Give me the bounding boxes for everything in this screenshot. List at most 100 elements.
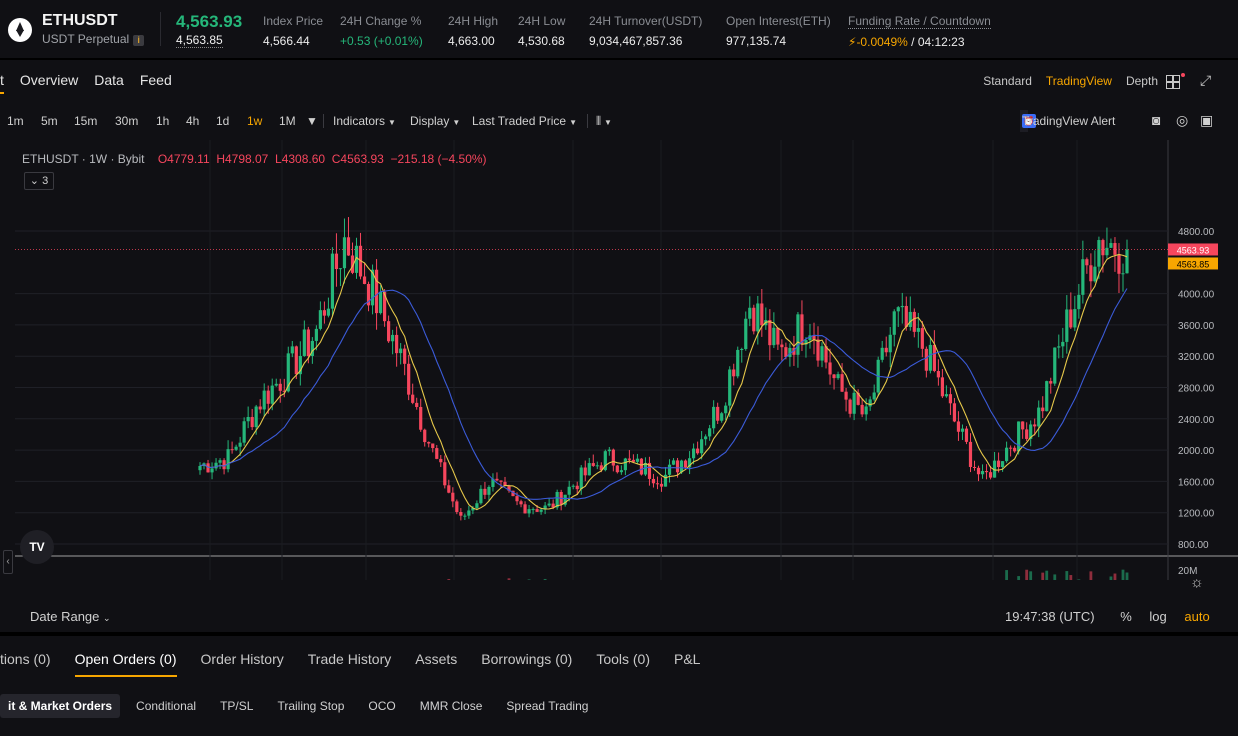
price-chart[interactable]: 4800.00 4000.00 3600.00 3200.00 2800.00 2400.…	[0, 140, 1238, 580]
subtab-tpsl[interactable]: TP/SL	[220, 699, 254, 713]
tab-chart[interactable]: t	[0, 72, 4, 94]
tab-overview[interactable]: Overview	[19, 72, 79, 88]
price-tick-label: 1200.00	[1178, 509, 1215, 520]
subtab-trailing-stop[interactable]: Trailing Stop	[277, 699, 345, 713]
interval-4h[interactable]: 4h	[186, 114, 200, 128]
caret-down-icon: ▼	[388, 118, 396, 127]
interval-1M[interactable]: 1M	[279, 114, 296, 128]
candle-body	[992, 460, 997, 478]
tab-trade-history[interactable]: Trade History	[307, 651, 392, 667]
candle-body	[467, 510, 471, 516]
candle-body	[856, 392, 860, 405]
expand-icon[interactable]: ⤢	[1200, 72, 1212, 88]
candle-body	[760, 303, 764, 326]
chart-type-menu[interactable]: ⫴ ▼	[596, 114, 612, 129]
candle-body	[491, 478, 495, 487]
layout-grid-icon[interactable]	[1166, 75, 1180, 89]
interval-1h[interactable]: 1h	[156, 114, 170, 128]
candle-body	[539, 509, 543, 512]
tab-open-orders[interactable]: Open Orders (0)	[74, 651, 177, 677]
candle-body	[888, 334, 892, 353]
view-tradingview[interactable]: TradingView	[1045, 74, 1112, 88]
percent-scale-toggle[interactable]: %	[1120, 609, 1132, 624]
interval-1m[interactable]: 1m	[7, 114, 24, 128]
tab-borrowings[interactable]: Borrowings (0)	[481, 651, 573, 667]
axis-settings-icon[interactable]: ☼	[1190, 574, 1204, 591]
candle-body	[1057, 346, 1061, 348]
auto-scale-toggle[interactable]: auto	[1184, 609, 1210, 624]
tab-positions[interactable]: tions (0)	[0, 651, 51, 667]
interval-15m[interactable]: 15m	[74, 114, 98, 128]
view-standard[interactable]: Standard	[983, 74, 1032, 88]
last-price-tag	[1168, 243, 1218, 256]
stat-funding-rate[interactable]: Funding Rate / Countdown ⚡-0.0049% / 04:…	[848, 14, 991, 49]
candle-body	[595, 465, 599, 467]
candle-body	[768, 320, 772, 346]
candle-body	[387, 321, 391, 342]
interval-1d[interactable]: 1d	[216, 114, 230, 128]
eth-logo-icon	[8, 18, 32, 42]
interval-30m[interactable]: 30m	[115, 114, 139, 128]
stat-label[interactable]: Funding Rate / Countdown	[848, 14, 991, 29]
lightning-icon: ⚡	[848, 35, 857, 49]
candle-body	[1117, 254, 1121, 274]
date-range-menu[interactable]: Date Range ⌄	[30, 609, 111, 624]
candle-body	[1109, 243, 1113, 248]
volume-tick-label: 20M	[1178, 566, 1197, 577]
candle-body	[663, 474, 668, 487]
candle-body	[451, 492, 455, 502]
view-depth[interactable]: Depth	[1125, 74, 1158, 88]
candle-body	[258, 406, 262, 410]
tab-data[interactable]: Data	[94, 72, 124, 88]
subtab-spread-trading[interactable]: Spread Trading	[506, 699, 589, 713]
tab-order-history[interactable]: Order History	[200, 651, 284, 667]
subtab-limit-market[interactable]: it & Market Orders	[0, 694, 121, 718]
subtab-conditional[interactable]: Conditional	[136, 699, 197, 713]
candle-body	[1113, 243, 1117, 255]
tab-tools[interactable]: Tools (0)	[596, 651, 650, 667]
tradingview-logo-icon[interactable]: TV	[20, 530, 54, 564]
indicators-toggle[interactable]: ⌄ 3	[24, 172, 54, 190]
price-source-menu[interactable]: Last Traded Price ▼	[472, 114, 577, 128]
candle-body	[471, 507, 475, 511]
tab-assets[interactable]: Assets	[415, 651, 458, 667]
tab-feed[interactable]: Feed	[139, 72, 172, 88]
candle-body	[511, 490, 515, 497]
interval-1w[interactable]: 1w	[247, 114, 263, 128]
interval-dropdown-icon[interactable]: ▼	[306, 114, 318, 128]
candle-body	[591, 463, 595, 466]
settings-icon[interactable]: ◎	[1176, 112, 1189, 128]
candle-body	[844, 391, 848, 400]
log-scale-toggle[interactable]: log	[1149, 609, 1167, 624]
interval-5m[interactable]: 5m	[41, 114, 58, 128]
tradingview-alert-button[interactable]: ⏰ TradingView Alert	[1020, 110, 1115, 132]
candle-body	[940, 377, 945, 397]
info-icon[interactable]: i	[133, 35, 145, 46]
camera-icon[interactable]: ◙	[1152, 112, 1161, 128]
candle-body	[1081, 259, 1085, 295]
indicators-menu[interactable]: Indicators ▼	[333, 114, 396, 128]
subtab-oco[interactable]: OCO	[368, 699, 396, 713]
candle-body	[908, 311, 912, 327]
candle-body	[1069, 309, 1073, 328]
candle-body	[1037, 407, 1041, 427]
candle-body	[1073, 309, 1077, 328]
display-menu[interactable]: Display ▼	[410, 114, 460, 128]
candle-body	[395, 334, 399, 354]
candle-body	[455, 501, 459, 513]
candle-body	[423, 429, 427, 443]
symbol-name[interactable]: ETHUSDT	[42, 12, 118, 29]
candle-body	[864, 406, 868, 415]
volume-bar	[1065, 571, 1069, 580]
tab-pnl[interactable]: P&L	[674, 651, 701, 667]
candle-body	[812, 335, 816, 340]
candle-body	[1085, 259, 1089, 266]
candle-body	[627, 458, 631, 460]
collapse-left-icon[interactable]: ‹	[3, 550, 13, 574]
candle-body	[447, 485, 451, 493]
candle-body	[1053, 347, 1057, 384]
fullscreen-icon[interactable]: ▣	[1200, 112, 1214, 128]
volume-bar	[1053, 574, 1057, 580]
subtab-mmr-close[interactable]: MMR Close	[419, 699, 483, 713]
candle-body	[198, 465, 202, 471]
